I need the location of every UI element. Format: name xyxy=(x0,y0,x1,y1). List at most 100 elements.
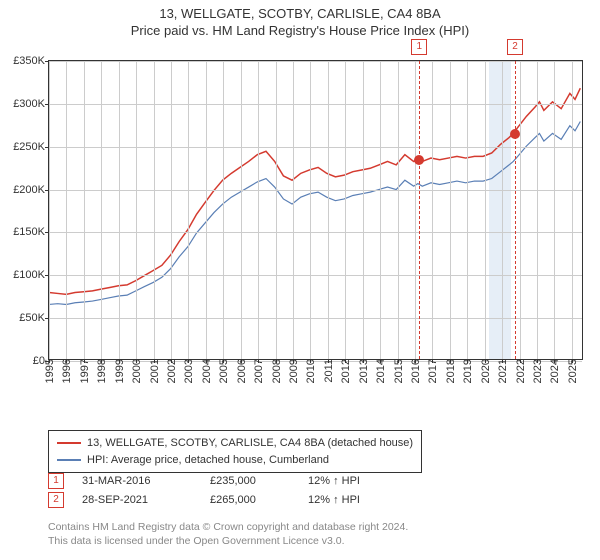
event-marker: 1 xyxy=(411,39,427,55)
gridline-vertical xyxy=(485,61,486,359)
xtick-label: 1996 xyxy=(59,359,73,383)
gridline-vertical xyxy=(415,61,416,359)
legend-box: 13, WELLGATE, SCOTBY, CARLISLE, CA4 8BA … xyxy=(48,430,422,473)
gridline-vertical xyxy=(154,61,155,359)
xtick-label: 2023 xyxy=(530,359,544,383)
xtick-label: 2025 xyxy=(565,359,579,383)
xtick-label: 1999 xyxy=(112,359,126,383)
xtick-label: 2024 xyxy=(547,359,561,383)
gridline-vertical xyxy=(467,61,468,359)
xtick-label: 2010 xyxy=(303,359,317,383)
gridline-vertical xyxy=(223,61,224,359)
xtick-label: 2004 xyxy=(199,359,213,383)
gridline-vertical xyxy=(66,61,67,359)
xtick-label: 2021 xyxy=(495,359,509,383)
sales-table: 131-MAR-2016£235,00012% ↑ HPI228-SEP-202… xyxy=(48,473,388,511)
plot-area: £0£50K£100K£150K£200K£250K£300K£350K1995… xyxy=(48,60,583,360)
gridline-vertical xyxy=(520,61,521,359)
xtick-label: 2006 xyxy=(234,359,248,383)
sale-price: £265,000 xyxy=(210,494,290,506)
series-line-hpi xyxy=(49,121,580,304)
sale-dot xyxy=(414,155,424,165)
gridline-vertical xyxy=(101,61,102,359)
gridline-vertical xyxy=(502,61,503,359)
footer-note: Contains HM Land Registry data © Crown c… xyxy=(48,520,408,548)
legend-label: 13, WELLGATE, SCOTBY, CARLISLE, CA4 8BA … xyxy=(87,435,413,452)
ytick-label: £100K xyxy=(13,269,49,281)
xtick-label: 2001 xyxy=(147,359,161,383)
xtick-label: 2015 xyxy=(391,359,405,383)
gridline-vertical xyxy=(398,61,399,359)
xtick-label: 2013 xyxy=(356,359,370,383)
event-line xyxy=(419,61,420,359)
event-marker-inline: 1 xyxy=(48,473,64,489)
xtick-label: 2017 xyxy=(425,359,439,383)
ytick-label: £150K xyxy=(13,226,49,238)
xtick-label: 2009 xyxy=(286,359,300,383)
ytick-label: £350K xyxy=(13,55,49,67)
event-line xyxy=(515,61,516,359)
xtick-label: 2018 xyxy=(443,359,457,383)
xtick-label: 2008 xyxy=(269,359,283,383)
gridline-vertical xyxy=(363,61,364,359)
gridline-vertical xyxy=(84,61,85,359)
ytick-label: £250K xyxy=(13,141,49,153)
xtick-label: 1997 xyxy=(77,359,91,383)
xtick-label: 2014 xyxy=(373,359,387,383)
xtick-label: 2020 xyxy=(478,359,492,383)
footer-line2: This data is licensed under the Open Gov… xyxy=(48,534,408,548)
legend-label: HPI: Average price, detached house, Cumb… xyxy=(87,452,329,469)
gridline-vertical xyxy=(188,61,189,359)
gridline-vertical xyxy=(276,61,277,359)
gridline-vertical xyxy=(572,61,573,359)
gridline-vertical xyxy=(258,61,259,359)
gridline-vertical xyxy=(171,61,172,359)
ytick-label: £200K xyxy=(13,184,49,196)
gridline-vertical xyxy=(345,61,346,359)
sales-row: 1 31-MAR-2016 £235,000 12% ↑ HPI xyxy=(48,473,388,489)
legend-row: 13, WELLGATE, SCOTBY, CARLISLE, CA4 8BA … xyxy=(57,435,413,452)
sale-date: 31-MAR-2016 xyxy=(82,475,192,487)
xtick-label: 2005 xyxy=(216,359,230,383)
gridline-vertical xyxy=(380,61,381,359)
xtick-label: 2012 xyxy=(338,359,352,383)
sale-price: £235,000 xyxy=(210,475,290,487)
xtick-label: 2022 xyxy=(513,359,527,383)
gridline-vertical xyxy=(537,61,538,359)
chart-title-line1: 13, WELLGATE, SCOTBY, CARLISLE, CA4 8BA xyxy=(0,6,600,21)
xtick-label: 2011 xyxy=(321,359,335,383)
gridline-vertical xyxy=(450,61,451,359)
footer-line1: Contains HM Land Registry data © Crown c… xyxy=(48,520,408,534)
event-marker: 2 xyxy=(507,39,523,55)
legend-swatch xyxy=(57,459,81,461)
chart-title-block: 13, WELLGATE, SCOTBY, CARLISLE, CA4 8BA … xyxy=(0,0,600,38)
xtick-label: 2000 xyxy=(129,359,143,383)
gridline-vertical xyxy=(49,61,50,359)
chart-container: 13, WELLGATE, SCOTBY, CARLISLE, CA4 8BA … xyxy=(0,0,600,560)
gridline-vertical xyxy=(136,61,137,359)
xtick-label: 2002 xyxy=(164,359,178,383)
sale-delta: 12% ↑ HPI xyxy=(308,494,388,506)
ytick-label: £300K xyxy=(13,98,49,110)
gridline-vertical xyxy=(206,61,207,359)
gridline-vertical xyxy=(432,61,433,359)
gridline-vertical xyxy=(328,61,329,359)
gridline-vertical xyxy=(554,61,555,359)
gridline-vertical xyxy=(293,61,294,359)
sale-delta: 12% ↑ HPI xyxy=(308,475,388,487)
gridline-vertical xyxy=(310,61,311,359)
sales-row: 228-SEP-2021£265,00012% ↑ HPI xyxy=(48,492,388,508)
xtick-label: 2019 xyxy=(460,359,474,383)
event-marker-inline: 2 xyxy=(48,492,64,508)
series-line-subject xyxy=(49,88,580,294)
xtick-label: 1995 xyxy=(42,359,56,383)
legend-swatch xyxy=(57,442,81,444)
xtick-label: 2007 xyxy=(251,359,265,383)
xtick-label: 2003 xyxy=(181,359,195,383)
xtick-label: 1998 xyxy=(94,359,108,383)
xtick-label: 2016 xyxy=(408,359,422,383)
chart-title-line2: Price paid vs. HM Land Registry's House … xyxy=(0,23,600,38)
gridline-vertical xyxy=(241,61,242,359)
ytick-label: £50K xyxy=(19,312,49,324)
legend-row: HPI: Average price, detached house, Cumb… xyxy=(57,452,413,469)
